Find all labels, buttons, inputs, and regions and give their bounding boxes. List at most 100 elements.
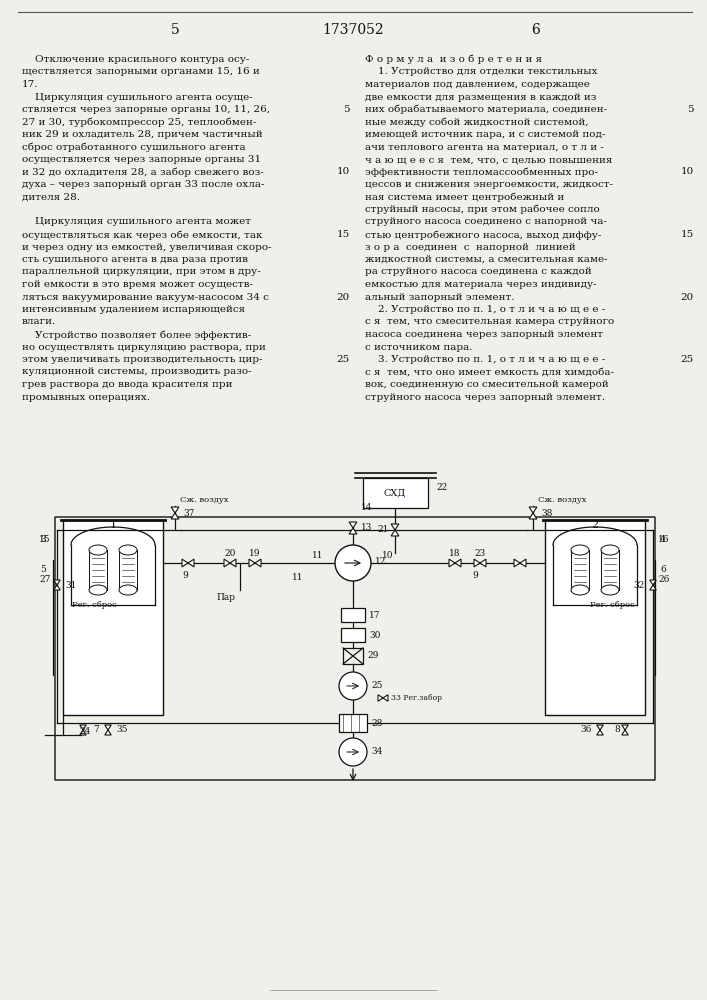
Polygon shape <box>171 513 179 519</box>
Text: 16: 16 <box>658 536 670 544</box>
Text: 35: 35 <box>116 726 127 734</box>
Text: ч а ю щ е е с я  тем, что, с целью повышения: ч а ю щ е е с я тем, что, с целью повыше… <box>365 155 612 164</box>
Text: Сж. воздух: Сж. воздух <box>180 496 228 504</box>
Text: 6: 6 <box>531 23 539 37</box>
Text: ачи теплового агента на материал, о т л и -: ачи теплового агента на материал, о т л … <box>365 142 604 151</box>
Text: 5: 5 <box>40 566 46 574</box>
Text: ствляется через запорные органы 10, 11, 26,: ствляется через запорные органы 10, 11, … <box>22 105 270 114</box>
Text: 17.: 17. <box>22 80 38 89</box>
Polygon shape <box>80 725 86 730</box>
Text: имеющей источник пара, и с системой под-: имеющей источник пара, и с системой под- <box>365 130 605 139</box>
Bar <box>545 520 645 715</box>
Text: 6: 6 <box>660 566 666 574</box>
Text: куляционной системы, производить разо-: куляционной системы, производить разо- <box>22 367 252 376</box>
Text: 5: 5 <box>687 105 694 114</box>
Text: промывных операциях.: промывных операциях. <box>22 392 150 401</box>
Polygon shape <box>383 695 388 701</box>
Text: с я  тем, что смесительная камера струйного: с я тем, что смесительная камера струйно… <box>365 318 614 326</box>
Circle shape <box>335 545 371 581</box>
Polygon shape <box>378 695 383 701</box>
Polygon shape <box>171 507 179 513</box>
Text: 5: 5 <box>344 105 350 114</box>
Text: 37: 37 <box>183 510 194 518</box>
Text: 10: 10 <box>382 550 394 560</box>
Text: них обрабатываемого материала, соединен-: них обрабатываемого материала, соединен- <box>365 105 607 114</box>
Text: насоса соединена через запорный элемент: насоса соединена через запорный элемент <box>365 330 603 339</box>
Polygon shape <box>455 559 461 567</box>
Text: 25: 25 <box>371 682 382 690</box>
Polygon shape <box>349 522 357 528</box>
Text: ра струйного насоса соединена с каждой: ра струйного насоса соединена с каждой <box>365 267 592 276</box>
Polygon shape <box>391 524 399 530</box>
Text: и 32 до охладителя 28, а забор свежего воз-: и 32 до охладителя 28, а забор свежего в… <box>22 167 264 177</box>
Text: 4: 4 <box>660 536 666 544</box>
Text: параллельной циркуляции, при этом в дру-: параллельной циркуляции, при этом в дру- <box>22 267 261 276</box>
Text: 11: 11 <box>292 574 304 582</box>
Text: 24: 24 <box>79 726 90 736</box>
Polygon shape <box>349 528 357 534</box>
Bar <box>343 648 363 664</box>
Text: Отключение красильного контура осу-: Отключение красильного контура осу- <box>22 55 250 64</box>
Text: 10: 10 <box>337 167 350 176</box>
Polygon shape <box>230 559 236 567</box>
Polygon shape <box>54 585 60 590</box>
Polygon shape <box>105 725 111 730</box>
Text: 36: 36 <box>580 726 592 734</box>
Polygon shape <box>224 559 230 567</box>
Text: 34: 34 <box>371 748 382 756</box>
Text: 2: 2 <box>592 520 599 530</box>
Text: с источником пара.: с источником пара. <box>365 342 472 352</box>
Polygon shape <box>650 585 656 590</box>
Ellipse shape <box>571 545 589 555</box>
Text: 38: 38 <box>541 510 552 518</box>
Text: осуществляться как через обе емкости, так: осуществляться как через обе емкости, та… <box>22 230 262 239</box>
Text: 33 Рег.забор: 33 Рег.забор <box>391 694 442 702</box>
Text: но осуществлять циркуляцию раствора, при: но осуществлять циркуляцию раствора, при <box>22 342 266 352</box>
Text: 1737052: 1737052 <box>322 23 384 37</box>
Text: материалов под давлением, содержащее: материалов под давлением, содержащее <box>365 80 590 89</box>
Text: 1. Устройство для отделки текстильных: 1. Устройство для отделки текстильных <box>365 68 597 77</box>
Polygon shape <box>188 559 194 567</box>
Text: 11: 11 <box>312 550 324 560</box>
Text: Рег. сброс: Рег. сброс <box>590 601 635 609</box>
Text: и через одну из емкостей, увеличивая скоро-: и через одну из емкостей, увеличивая ско… <box>22 242 271 251</box>
Text: 25: 25 <box>681 355 694 364</box>
Text: осуществляется через запорные органы 31: осуществляется через запорные органы 31 <box>22 155 261 164</box>
Text: 25: 25 <box>337 355 350 364</box>
Bar <box>341 628 365 642</box>
Text: 14: 14 <box>361 504 373 512</box>
Text: ные между собой жидкостной системой,: ные между собой жидкостной системой, <box>365 117 588 127</box>
Ellipse shape <box>601 585 619 595</box>
Text: эффективности тепломассообменных про-: эффективности тепломассообменных про- <box>365 167 598 177</box>
Text: 9: 9 <box>472 570 478 580</box>
Polygon shape <box>391 530 399 536</box>
Text: ная система имеет центробежный и: ная система имеет центробежный и <box>365 192 564 202</box>
Polygon shape <box>520 559 526 567</box>
Text: 32: 32 <box>633 580 645 589</box>
Text: 10: 10 <box>681 167 694 176</box>
Text: Устройство позволяет более эффектив-: Устройство позволяет более эффектив- <box>22 330 251 340</box>
Text: интенсивным удалением испаряющейся: интенсивным удалением испаряющейся <box>22 305 245 314</box>
Text: сть сушильного агента в два раза против: сть сушильного агента в два раза против <box>22 255 248 264</box>
Text: емкостью для материала через индивиду-: емкостью для материала через индивиду- <box>365 280 597 289</box>
Polygon shape <box>597 730 603 735</box>
Ellipse shape <box>601 545 619 555</box>
Text: 3: 3 <box>40 536 46 544</box>
Text: две емкости для размещения в каждой из: две емкости для размещения в каждой из <box>365 93 597 102</box>
Ellipse shape <box>571 585 589 595</box>
Text: 13: 13 <box>361 524 373 532</box>
Text: 20: 20 <box>337 292 350 302</box>
Text: 27: 27 <box>40 576 51 584</box>
Ellipse shape <box>89 545 107 555</box>
Polygon shape <box>480 559 486 567</box>
Text: Пар: Пар <box>216 592 235 601</box>
Polygon shape <box>597 725 603 730</box>
Text: 1: 1 <box>110 520 117 530</box>
Ellipse shape <box>119 545 137 555</box>
Polygon shape <box>529 507 537 513</box>
Polygon shape <box>621 730 629 735</box>
Text: 20: 20 <box>224 548 235 558</box>
Text: 12: 12 <box>375 556 386 566</box>
Text: Сж. воздух: Сж. воздух <box>538 496 587 504</box>
Text: с я  тем, что оно имеет емкость для химдоба-: с я тем, что оно имеет емкость для химдо… <box>365 367 614 376</box>
